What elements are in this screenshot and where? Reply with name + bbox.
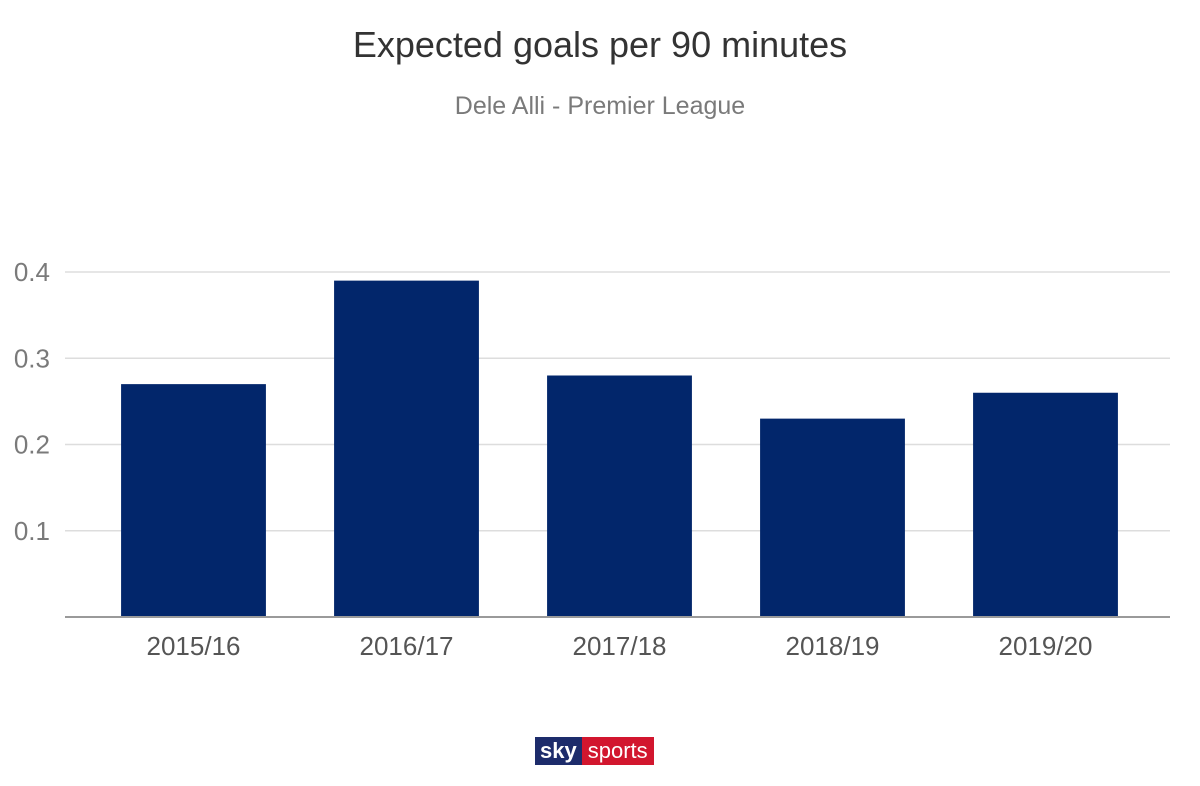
y-tick-label: 0.4 <box>14 257 50 287</box>
bar-2017-18 <box>547 375 692 617</box>
y-tick-label: 0.1 <box>14 516 50 546</box>
x-tick-label: 2015/16 <box>147 631 241 661</box>
bar-2016-17 <box>334 280 479 617</box>
bar-2019-20 <box>973 392 1118 617</box>
x-tick-label: 2017/18 <box>573 631 667 661</box>
sky-sports-logo: sky sports <box>535 737 654 765</box>
logo-sports-text: sports <box>581 737 654 765</box>
x-tick-label: 2016/17 <box>360 631 454 661</box>
labels: 0.1 0.2 0.3 0.4 2015/16 2016/17 2017/18 2018/19… <box>14 257 1093 661</box>
bars <box>121 280 1118 617</box>
bar-2018-19 <box>760 418 905 617</box>
x-tick-label: 2019/20 <box>999 631 1093 661</box>
y-tick-label: 0.3 <box>14 343 50 373</box>
bar-2015-16 <box>121 384 266 617</box>
chart-subtitle: Dele Alli - Premier League <box>454 92 746 120</box>
logo-sky-text: sky <box>535 737 582 765</box>
y-tick-label: 0.2 <box>14 430 50 460</box>
chart-title: Expected goals per 90 minutes <box>352 24 848 65</box>
x-tick-label: 2018/19 <box>786 631 880 661</box>
